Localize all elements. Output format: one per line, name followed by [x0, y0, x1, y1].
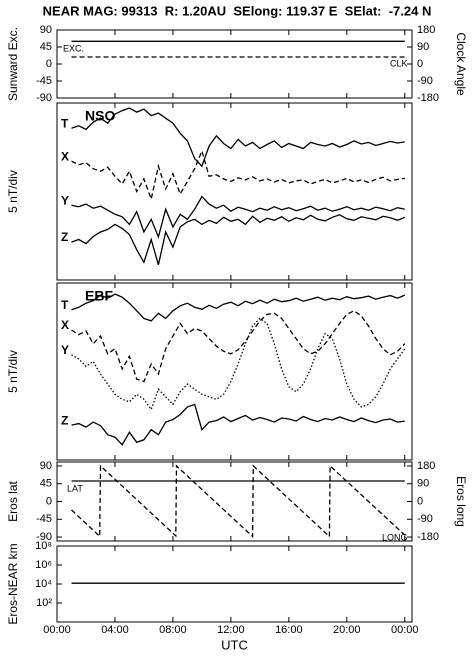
- panel-frame: [56, 461, 413, 542]
- series-line: [71, 214, 406, 265]
- x-tick-label: 00:00: [391, 624, 419, 636]
- panel-annotation: NSO: [85, 108, 115, 124]
- series-label: Y: [61, 343, 69, 357]
- y-tick-label: 10⁴: [35, 578, 52, 590]
- x-tick-label: 04:00: [101, 624, 129, 636]
- y2-tick-label: -180: [417, 92, 439, 104]
- x-tick-label: 20:00: [333, 624, 361, 636]
- series-line: [71, 107, 405, 168]
- panel-frame: [56, 29, 413, 99]
- y-tick-label: 90: [40, 460, 52, 472]
- x-tick-label: 16:00: [275, 624, 303, 636]
- y-tick-label: 10⁶: [35, 559, 52, 571]
- series-label: T: [61, 298, 69, 312]
- y2-tick-label: 90: [417, 478, 429, 490]
- y-axis-label: Eros lat: [6, 480, 20, 521]
- series-label: Y: [61, 193, 69, 207]
- series-label: X: [61, 149, 69, 163]
- y2-tick-label: -90: [417, 75, 433, 87]
- x-tick-label: 12:00: [217, 624, 245, 636]
- series-label: X: [61, 318, 69, 332]
- y-tick-label: -45: [36, 75, 52, 87]
- series-label: Z: [61, 230, 68, 244]
- y-tick-label: 90: [40, 24, 52, 36]
- y2-tick-label: 180: [417, 24, 435, 36]
- y2-tick-label: 180: [417, 460, 435, 472]
- y-axis-label: 5 nT/div: [6, 170, 20, 213]
- y-tick-label: 10⁸: [35, 540, 52, 552]
- series-label: Z: [61, 413, 68, 427]
- series-label: CLK: [390, 58, 408, 68]
- y-tick-label: -45: [36, 513, 52, 525]
- series-line: [71, 310, 406, 383]
- y2-tick-label: 90: [417, 41, 429, 53]
- series-line: [71, 293, 406, 322]
- y-tick-label: 10²: [36, 597, 52, 609]
- panel-frame: [56, 282, 413, 461]
- x-tick-label: 00:00: [43, 624, 71, 636]
- series-line: [71, 403, 405, 446]
- y2-tick-label: -180: [417, 531, 439, 543]
- y-tick-label: 45: [40, 478, 52, 490]
- series-line: [71, 464, 406, 538]
- series-line: [71, 317, 406, 411]
- y2-tick-label: 0: [417, 495, 423, 507]
- y-tick-label: -90: [36, 531, 52, 543]
- y-tick-label: 0: [46, 495, 52, 507]
- series-label: LAT: [67, 483, 83, 493]
- y2-axis-label: Eros long: [454, 476, 468, 527]
- y2-axis-label: Clock Angle: [454, 32, 468, 96]
- y-tick-label: 45: [40, 41, 52, 53]
- y2-tick-label: 0: [417, 58, 423, 70]
- y2-tick-label: -90: [417, 513, 433, 525]
- y-axis-label: Eros-NEAR km: [6, 543, 20, 624]
- series-line: [71, 149, 405, 202]
- chart-title: NEAR MAG: 99313 R: 1.20AU SElong: 119.37…: [43, 3, 432, 18]
- series-label: LONG: [382, 532, 408, 542]
- series-line: [71, 195, 405, 240]
- y-axis-label: 5 nT/div: [6, 350, 20, 393]
- panel-frame: [56, 102, 413, 281]
- x-tick-label: 08:00: [159, 624, 187, 636]
- panel-frame: [56, 545, 413, 623]
- series-label: EXC.: [63, 44, 84, 54]
- x-axis-label: UTC: [221, 637, 248, 652]
- y-axis-label: Sunward Exc.: [6, 27, 20, 101]
- series-label: T: [61, 116, 69, 130]
- y-tick-label: 0: [46, 58, 52, 70]
- y-tick-label: -90: [36, 92, 52, 104]
